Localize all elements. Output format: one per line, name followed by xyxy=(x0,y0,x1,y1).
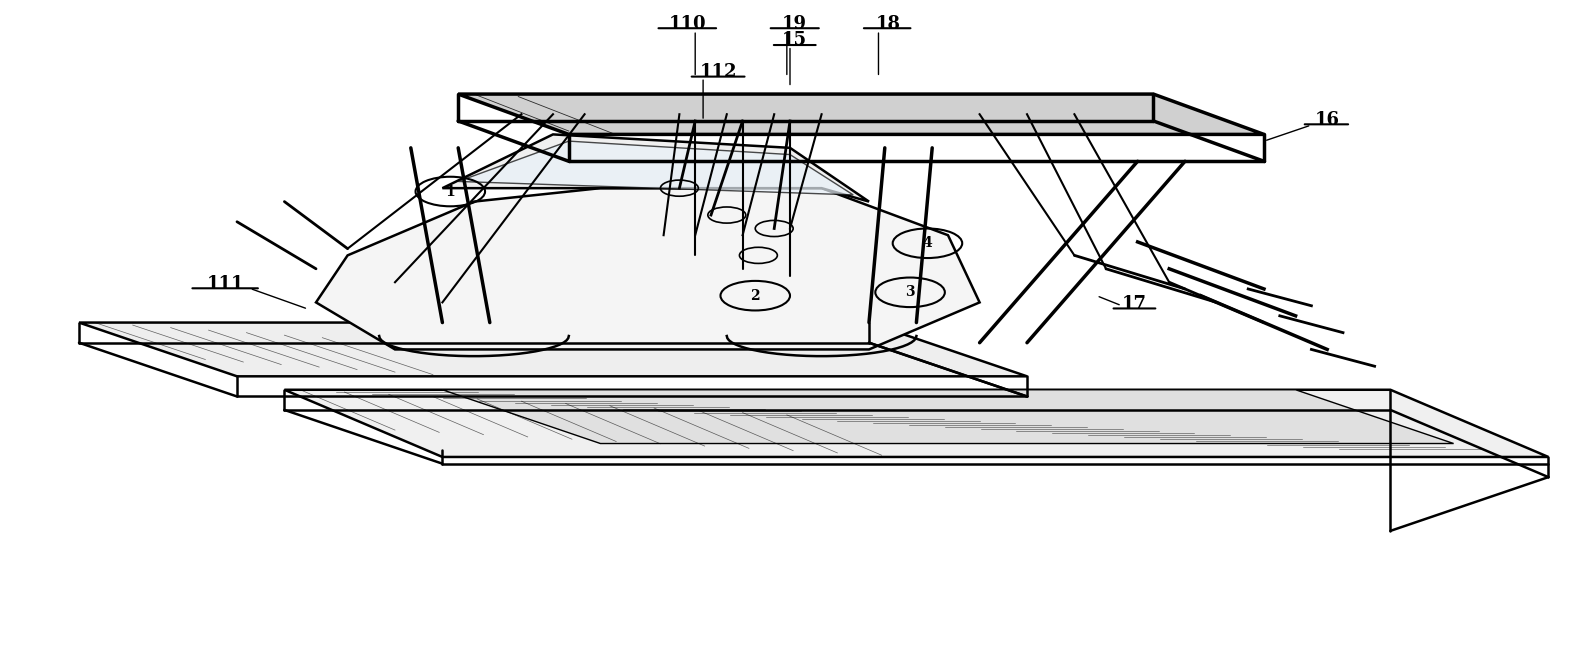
Text: 110: 110 xyxy=(668,15,706,32)
Polygon shape xyxy=(284,390,1548,457)
Text: 2: 2 xyxy=(750,289,760,302)
Text: 4: 4 xyxy=(923,237,932,250)
Polygon shape xyxy=(442,134,869,202)
Text: 111: 111 xyxy=(207,275,245,292)
Text: 18: 18 xyxy=(875,15,901,32)
Text: 17: 17 xyxy=(1122,295,1147,312)
Text: 3: 3 xyxy=(905,286,915,299)
Text: 16: 16 xyxy=(1315,111,1340,128)
Text: 19: 19 xyxy=(782,15,807,32)
Text: 1: 1 xyxy=(446,185,455,198)
Text: 112: 112 xyxy=(700,63,738,81)
Polygon shape xyxy=(79,323,1027,376)
Polygon shape xyxy=(458,94,1264,134)
Polygon shape xyxy=(442,390,1454,444)
Polygon shape xyxy=(316,188,980,349)
Polygon shape xyxy=(458,141,853,195)
Text: 15: 15 xyxy=(782,32,807,49)
